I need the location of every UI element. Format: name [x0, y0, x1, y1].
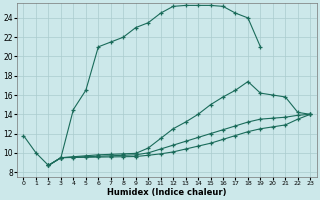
X-axis label: Humidex (Indice chaleur): Humidex (Indice chaleur): [107, 188, 227, 197]
